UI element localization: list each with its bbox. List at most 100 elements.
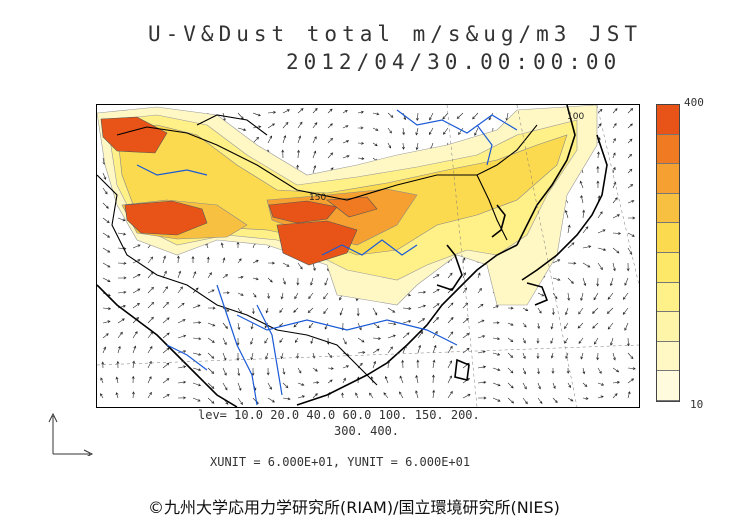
wind-vector xyxy=(477,335,486,339)
wind-vector xyxy=(177,365,187,369)
colorbar-segment xyxy=(657,134,679,165)
wind-vector xyxy=(131,391,135,399)
wind-vector xyxy=(312,136,317,144)
wind-vector xyxy=(432,317,439,324)
wind-vector xyxy=(357,110,365,114)
wind-vector xyxy=(567,242,575,249)
wind-vector xyxy=(401,142,405,150)
colorbar-segment xyxy=(657,341,679,372)
wind-vector xyxy=(312,107,318,114)
wind-vector xyxy=(222,291,230,295)
wind-vector xyxy=(627,123,633,129)
wind-vector xyxy=(280,352,284,360)
wind-vector xyxy=(147,271,154,279)
wind-vector xyxy=(402,127,406,136)
wind-vector xyxy=(402,307,412,310)
wind-vector xyxy=(537,322,541,330)
wind-vector xyxy=(102,262,111,268)
wind-vector xyxy=(383,392,389,399)
wind-vector xyxy=(339,307,344,316)
wind-vector xyxy=(626,337,630,347)
wind-vector xyxy=(552,259,561,264)
wind-vector xyxy=(627,184,634,189)
wind-vector xyxy=(342,337,347,345)
wind-vector xyxy=(552,277,561,281)
wind-vector xyxy=(132,331,138,339)
wind-vector xyxy=(102,217,110,224)
wind-vector xyxy=(102,307,112,311)
wind-vector xyxy=(447,272,453,279)
wind-vector xyxy=(399,391,404,399)
wind-vector xyxy=(162,332,170,339)
wind-vector xyxy=(627,367,636,370)
wind-vector xyxy=(265,352,269,360)
wind-vector xyxy=(192,321,202,325)
wind-vector xyxy=(102,202,109,209)
wind-vector xyxy=(207,382,215,389)
wind-vector xyxy=(442,112,449,120)
wind-vector xyxy=(416,359,420,369)
wind-vector xyxy=(428,127,434,136)
colorbar-min-label: 10 xyxy=(690,398,704,411)
contour-levels-line1: lev= 10.0 20.0 40.0 60.0 100. 150. 200. xyxy=(198,408,480,422)
wind-vector xyxy=(627,153,633,159)
wind-vector xyxy=(429,112,434,121)
wind-vector xyxy=(612,380,621,384)
wind-vector xyxy=(522,322,527,328)
wind-vector xyxy=(267,277,273,283)
wind-vector xyxy=(612,247,620,254)
colorbar-max-label: 400 xyxy=(684,96,704,109)
wind-vector xyxy=(372,337,382,340)
wind-vector xyxy=(252,277,259,281)
wind-vector xyxy=(582,262,591,268)
wind-vector xyxy=(266,367,270,376)
wind-vector xyxy=(432,344,437,354)
wind-vector xyxy=(342,155,350,159)
wind-vector xyxy=(222,322,228,330)
wind-vector xyxy=(297,382,305,386)
wind-vector xyxy=(252,292,257,298)
wind-vector xyxy=(415,142,419,151)
wind-vector xyxy=(192,352,202,356)
wind-vector xyxy=(522,397,528,405)
wind-vector xyxy=(597,382,605,386)
wind-vector xyxy=(624,277,629,286)
colorbar-segment xyxy=(657,223,679,253)
wind-vector xyxy=(147,360,152,369)
wind-vector xyxy=(462,333,470,339)
wind-vector xyxy=(566,367,570,374)
wind-vector xyxy=(507,337,514,343)
wind-vector xyxy=(294,337,299,343)
wind-vector xyxy=(162,317,170,324)
wind-vector xyxy=(282,121,289,129)
wind-vector xyxy=(612,393,618,399)
wind-vector xyxy=(237,127,247,132)
wind-vector xyxy=(564,322,569,330)
wind-vector xyxy=(402,332,410,339)
wind-vector xyxy=(596,352,600,361)
wind-vector xyxy=(474,127,479,136)
wind-vector xyxy=(192,337,202,341)
wind-vector xyxy=(207,367,215,374)
wind-vector xyxy=(417,318,426,324)
wind-vector xyxy=(308,292,314,300)
wind-vector xyxy=(251,307,255,315)
wind-vector xyxy=(596,180,600,189)
wind-vector xyxy=(162,378,170,384)
wind-vector xyxy=(477,365,487,369)
wind-vector xyxy=(267,397,275,403)
wind-vector xyxy=(387,334,396,339)
wind-vector xyxy=(627,378,635,384)
wind-vector xyxy=(267,261,276,265)
wind-vector xyxy=(102,232,111,238)
wind-vector xyxy=(327,137,334,144)
wind-vector xyxy=(100,393,104,399)
wind-vector xyxy=(207,306,216,310)
wind-vector xyxy=(116,360,120,369)
wind-vector xyxy=(443,127,449,135)
wind-vector xyxy=(252,112,261,117)
wind-vector xyxy=(401,359,405,369)
wind-vector xyxy=(567,382,571,389)
wind-vector xyxy=(387,346,393,354)
wind-vector xyxy=(415,127,419,136)
